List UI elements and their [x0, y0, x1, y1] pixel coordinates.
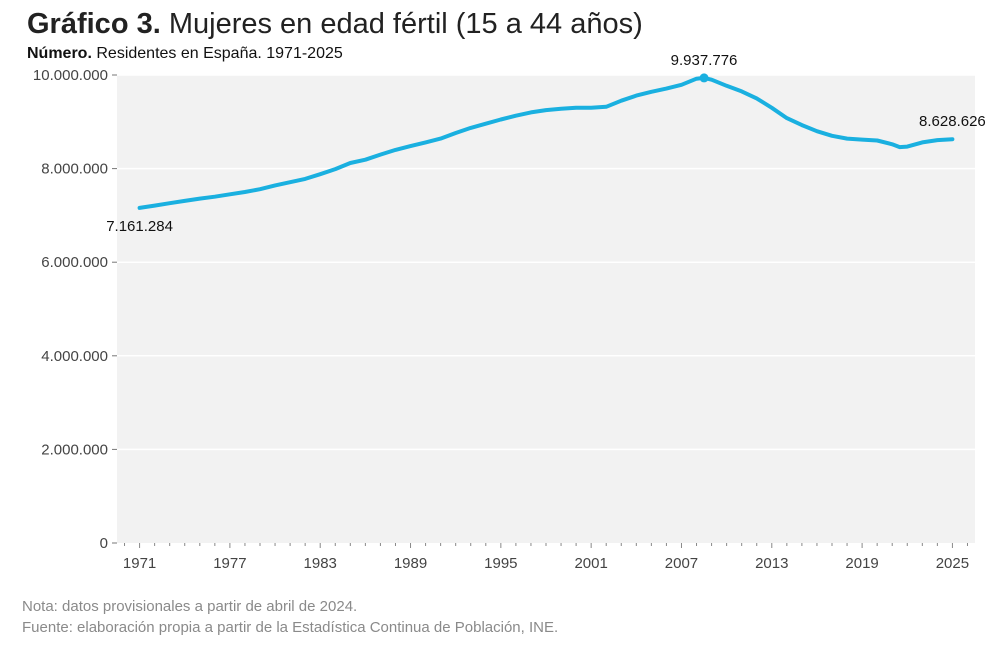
y-tick-label: 4.000.000: [41, 348, 108, 365]
y-tick-label: 0: [100, 535, 108, 552]
x-tick-label: 1995: [484, 555, 517, 572]
x-tick-label: 1977: [213, 555, 246, 572]
x-tick-label: 1971: [123, 555, 156, 572]
chart-title-text: Mujeres en edad fértil (15 a 44 años): [168, 8, 643, 40]
x-tick-label: 2019: [845, 555, 878, 572]
chart-subtitle-bold: Número.: [27, 45, 92, 62]
x-tick-label: 2001: [574, 555, 607, 572]
chart-title-bold: Gráfico 3.: [27, 8, 161, 40]
chart-subtitle: Número. Residentes en España. 1971-2025: [27, 45, 343, 63]
y-tick-label: 8.000.000: [41, 161, 108, 178]
x-axis: 1971 1977 1983 1989 1995 2001 2007 2013 2019 2025: [123, 543, 969, 572]
series-line: [137, 75, 955, 210]
x-tick-label: 2025: [936, 555, 969, 572]
y-tick-label: 2.000.000: [41, 441, 108, 458]
y-tick-label: 6.000.000: [41, 254, 108, 271]
data-label: 8.628.626: [919, 113, 986, 130]
y-tick-label: 10.000.000: [33, 67, 108, 84]
chart-footer: Nota: datos provisionales a partir de ab…: [22, 596, 558, 638]
plot-area: [117, 75, 975, 543]
x-tick-label: 2013: [755, 555, 788, 572]
x-tick-label: 1983: [304, 555, 337, 572]
footer-source: Fuente: elaboración propia a partir de l…: [22, 619, 559, 636]
x-tick-label: 2007: [665, 555, 698, 572]
data-label: 7.161.284: [106, 218, 173, 235]
chart-subtitle-text: Residentes en España. 1971-2025: [96, 45, 343, 62]
peak-marker: [699, 73, 709, 83]
data-label: 9.937.776: [671, 52, 738, 69]
grid-lines: [117, 74, 975, 451]
x-tick-label: 1989: [394, 555, 427, 572]
y-axis: 0 2.000.000 4.000.000 6.000.000 8.000.000 10.…: [33, 67, 117, 552]
footer-note: Nota: datos provisionales a partir de ab…: [22, 598, 358, 615]
chart-title: Gráfico 3. Mujeres en edad fértil (15 a …: [27, 8, 643, 41]
annotations: 7.161.284 9.937.776 8.628.626: [106, 52, 986, 235]
